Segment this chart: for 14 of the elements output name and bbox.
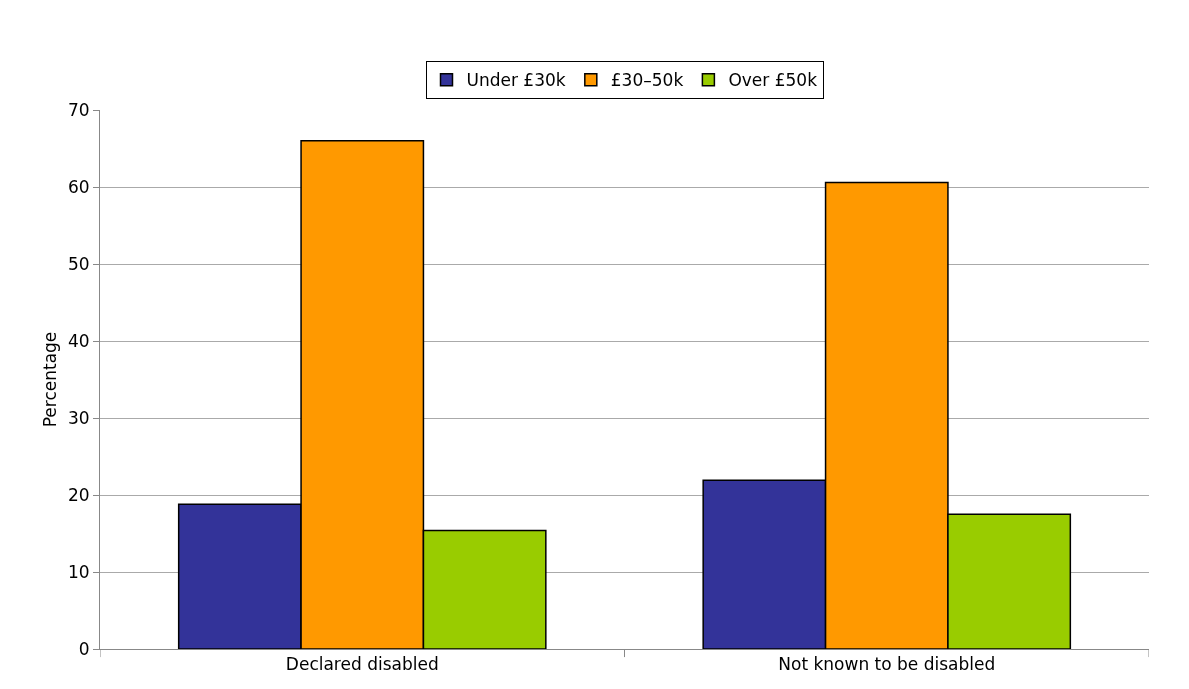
legend-label: Over £50k [728, 70, 818, 91]
legend-label: Under £30k [466, 70, 566, 91]
x-tick-label: Not known to be disabled [778, 654, 996, 675]
y-tick-label: 20 [67, 484, 90, 505]
y-tick-label: 40 [67, 330, 90, 351]
y-tick-label: 0 [78, 638, 90, 659]
y-tick-label: 70 [67, 99, 90, 120]
y-axis-title: Percentage [40, 331, 60, 428]
y-tick-label: 30 [67, 407, 90, 428]
x-tick-label: Declared disabled [285, 654, 439, 675]
y-tick-label: 60 [67, 176, 90, 197]
legend-label: £30–50k [610, 70, 684, 91]
y-tick-label: 10 [67, 561, 90, 582]
y-tick-label: 50 [67, 253, 90, 274]
